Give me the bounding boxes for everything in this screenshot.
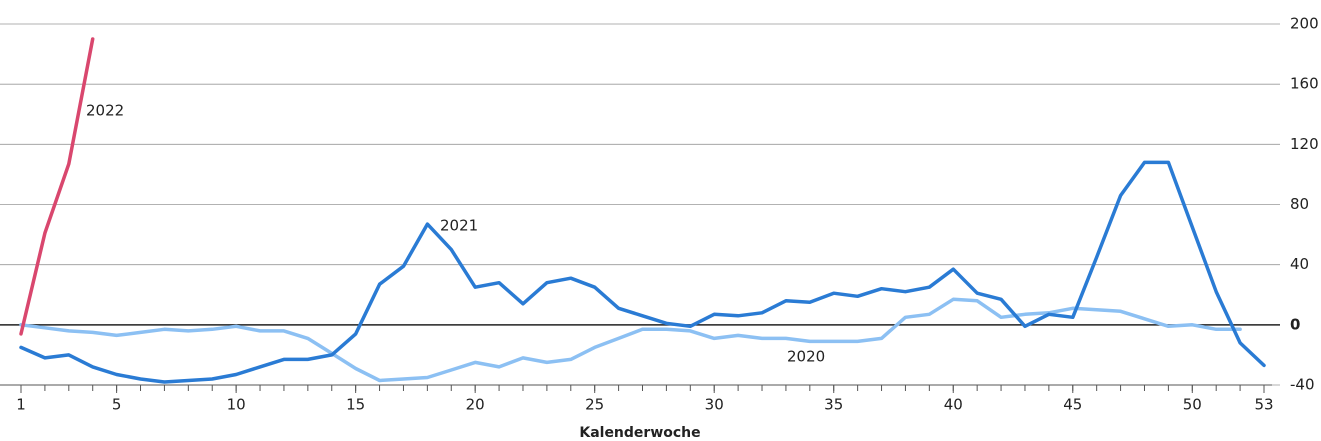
series-label: 2022 — [86, 102, 124, 120]
y-tick-label: 40 — [1290, 255, 1309, 273]
x-tick-label: 30 — [705, 396, 724, 414]
y-tick-label: 80 — [1290, 195, 1309, 213]
series-line — [19, 297, 1242, 383]
x-tick-label: 20 — [466, 396, 485, 414]
y-tick-label: 200 — [1290, 15, 1319, 33]
x-tick-label: 25 — [585, 396, 604, 414]
y-tick-label: 0 — [1290, 315, 1300, 333]
x-tick-label: 35 — [824, 396, 843, 414]
y-tick-label: -40 — [1290, 376, 1315, 394]
series-label: 2020 — [787, 348, 825, 366]
y-tick-label: 120 — [1290, 135, 1319, 153]
x-tick-label: 40 — [944, 396, 963, 414]
x-tick-label: 15 — [346, 396, 365, 414]
x-tick-label: 10 — [227, 396, 246, 414]
x-axis-label: Kalenderwoche — [579, 425, 700, 441]
series-line — [19, 37, 95, 336]
x-tick-label: 50 — [1183, 396, 1202, 414]
x-tick-label: 1 — [16, 396, 26, 414]
y-tick-label: 160 — [1290, 75, 1319, 93]
series-label: 2021 — [440, 217, 478, 235]
x-tick-label: 5 — [112, 396, 122, 414]
x-tick-label: 53 — [1254, 396, 1273, 414]
series-line — [19, 160, 1266, 384]
x-tick-label: 45 — [1063, 396, 1082, 414]
